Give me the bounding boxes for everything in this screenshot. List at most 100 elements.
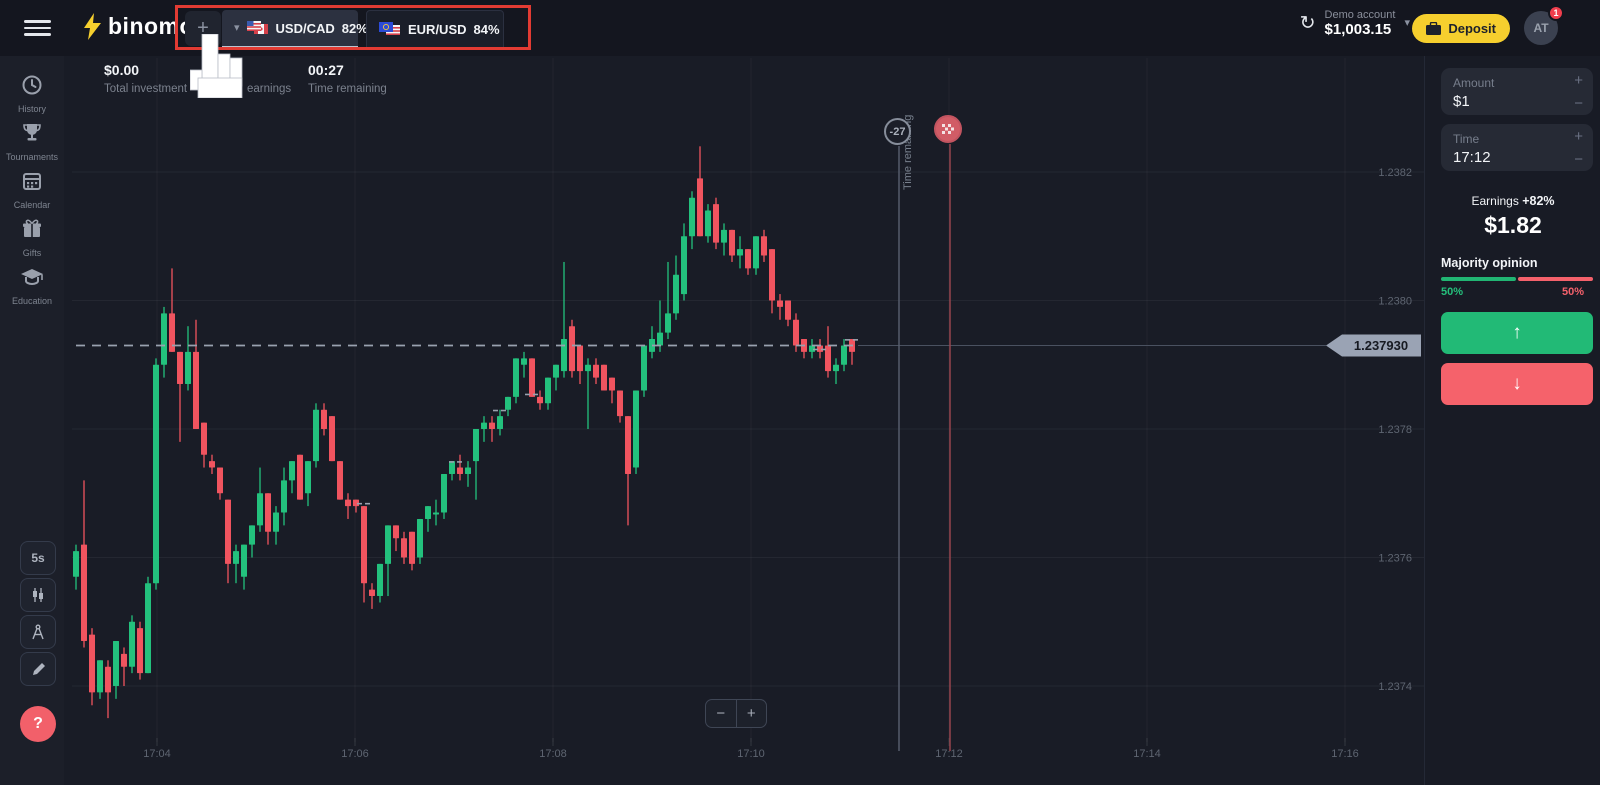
- drawing-tool-button[interactable]: [20, 652, 56, 686]
- amount-value: $1: [1453, 93, 1470, 110]
- timeframe-label: 5s: [31, 551, 45, 565]
- menu-icon[interactable]: [24, 20, 51, 36]
- total-investment-label: Total investment: [104, 83, 188, 95]
- majority-up-percent: 50%: [1441, 286, 1464, 298]
- tab-pair-label: EUR/USD: [408, 21, 467, 37]
- question-mark-icon: ?: [33, 715, 43, 732]
- notification-badge: 1: [1548, 5, 1564, 21]
- deposit-label: Deposit: [1448, 21, 1496, 36]
- plus-icon: +: [197, 17, 209, 39]
- price-axis-label: 1.2378: [1378, 424, 1412, 436]
- sidebar-item-education[interactable]: Education: [0, 266, 64, 306]
- zoom-out-button[interactable]: −: [706, 700, 737, 727]
- time-remaining-info: 00:27 Time remaining: [308, 62, 387, 95]
- majority-opinion-label: Majority opinion: [1441, 256, 1538, 270]
- amount-label: Amount: [1453, 76, 1495, 90]
- total-investment-info: $0.00 Total investment: [104, 62, 187, 95]
- earnings-label: earnings: [247, 83, 292, 95]
- refresh-icon[interactable]: ↻: [1299, 13, 1316, 34]
- logo-text: binomo: [108, 13, 195, 39]
- chevron-down-icon[interactable]: ▾: [234, 21, 240, 34]
- zoom-in-button[interactable]: +: [737, 700, 767, 727]
- expiry-flag-marker: [934, 115, 962, 143]
- earnings-amount: $1.82: [1484, 212, 1542, 238]
- arrow-down-icon: ↓: [1512, 373, 1522, 394]
- time-axis-label: 17:04: [143, 748, 171, 760]
- trophy-icon: [23, 124, 41, 141]
- checkered-flag-icon: [941, 124, 954, 134]
- account-switcher[interactable]: ↻ Demo account $1,003.15 ▾: [1300, 9, 1410, 38]
- sidebar-item-label: History: [17, 104, 46, 114]
- binomo-logo: binomo: [84, 13, 194, 40]
- price-chart[interactable]: 1.2382 1.2380 1.2378 1.2376 1.2374 17:04 17:06…: [64, 56, 1424, 785]
- amount-field[interactable]: Amount $1 + −: [1441, 68, 1593, 115]
- tab-payout: 84%: [473, 21, 500, 37]
- sidebar-item-calendar[interactable]: Calendar: [0, 170, 64, 210]
- sidebar-item-label: Gifts: [22, 248, 42, 258]
- amount-increase-button[interactable]: +: [1574, 72, 1583, 89]
- price-axis-label: 1.2376: [1378, 553, 1412, 565]
- zoom-controls: − +: [705, 699, 767, 728]
- indicators-button[interactable]: [20, 615, 56, 649]
- price-axis-label: 1.2382: [1378, 167, 1412, 179]
- time-axis-label: 17:06: [341, 748, 369, 760]
- total-investment-value: $0.00: [104, 62, 140, 78]
- time-axis-label: 17:16: [1331, 748, 1359, 760]
- time-axis-label: 17:10: [737, 748, 765, 760]
- majority-opinion-bar: [1441, 277, 1593, 281]
- help-button[interactable]: ?: [20, 706, 56, 742]
- time-remaining-marker: -27: [884, 118, 911, 145]
- sidebar-item-history[interactable]: History: [0, 74, 64, 114]
- time-remaining-countdown: -27: [889, 125, 906, 138]
- majority-down-percent: 50%: [1561, 286, 1584, 298]
- earnings-percent: +82%: [1522, 194, 1555, 208]
- history-clock-icon: [22, 75, 42, 95]
- minus-icon: −: [716, 705, 726, 722]
- time-axis-label: 17:12: [935, 748, 963, 760]
- wallet-icon: [1426, 22, 1442, 35]
- sidebar-item-label: Tournaments: [5, 152, 59, 162]
- arrow-up-icon: ↑: [1512, 322, 1522, 343]
- time-axis-label: 17:08: [539, 748, 567, 760]
- time-decrease-button[interactable]: −: [1574, 151, 1583, 168]
- time-value: 17:12: [1453, 149, 1491, 166]
- time-label: Time: [1453, 132, 1480, 146]
- sidebar-item-gifts[interactable]: Gifts: [0, 218, 64, 258]
- current-price-tag: [1326, 334, 1421, 357]
- asset-tab-eurusd[interactable]: EUR/USD 84%: [366, 10, 504, 48]
- account-balance: $1,003.15: [1324, 21, 1392, 38]
- earnings-caption: Earnings: [1471, 194, 1519, 208]
- usdcad-flag-icon: [246, 21, 269, 35]
- add-asset-button[interactable]: +: [185, 11, 221, 46]
- lightning-icon: [84, 13, 101, 40]
- time-remaining-label: Time remaining: [308, 83, 387, 95]
- amount-decrease-button[interactable]: −: [1574, 95, 1583, 112]
- tab-pair-label: USD/CAD: [275, 20, 335, 36]
- sidebar-item-label: Calendar: [13, 200, 51, 210]
- time-field[interactable]: Time 17:12 + −: [1441, 124, 1593, 171]
- majority-up-segment: [1441, 277, 1516, 281]
- avatar[interactable]: AT: [1524, 11, 1558, 45]
- expected-earnings-info: earnings: [247, 62, 291, 95]
- candlestick-icon: [33, 588, 43, 602]
- time-axis-label: 17:14: [1133, 748, 1161, 760]
- graduation-cap-icon: [21, 269, 43, 286]
- put-down-button[interactable]: ↓: [1441, 363, 1593, 405]
- majority-down-segment: [1518, 277, 1593, 281]
- compass-icon: [32, 624, 44, 640]
- sidebar: History Tournaments Calendar: [0, 56, 64, 785]
- asset-tab-usdcad[interactable]: ▾ USD/CAD 82%: [222, 10, 368, 48]
- chart-type-button[interactable]: [20, 578, 56, 612]
- current-price-value: 1.237930: [1354, 338, 1408, 353]
- calendar-icon: [23, 173, 41, 190]
- sidebar-item-tournaments[interactable]: Tournaments: [0, 122, 64, 162]
- plus-icon: +: [746, 705, 756, 722]
- gift-icon: [23, 219, 41, 237]
- chevron-down-icon[interactable]: ▾: [1404, 17, 1410, 29]
- timeframe-button[interactable]: 5s: [20, 541, 56, 575]
- time-increase-button[interactable]: +: [1574, 128, 1583, 145]
- call-up-button[interactable]: ↑: [1441, 312, 1593, 354]
- earnings-line: Earnings +82%: [1425, 194, 1600, 208]
- deposit-button[interactable]: Deposit: [1412, 14, 1510, 43]
